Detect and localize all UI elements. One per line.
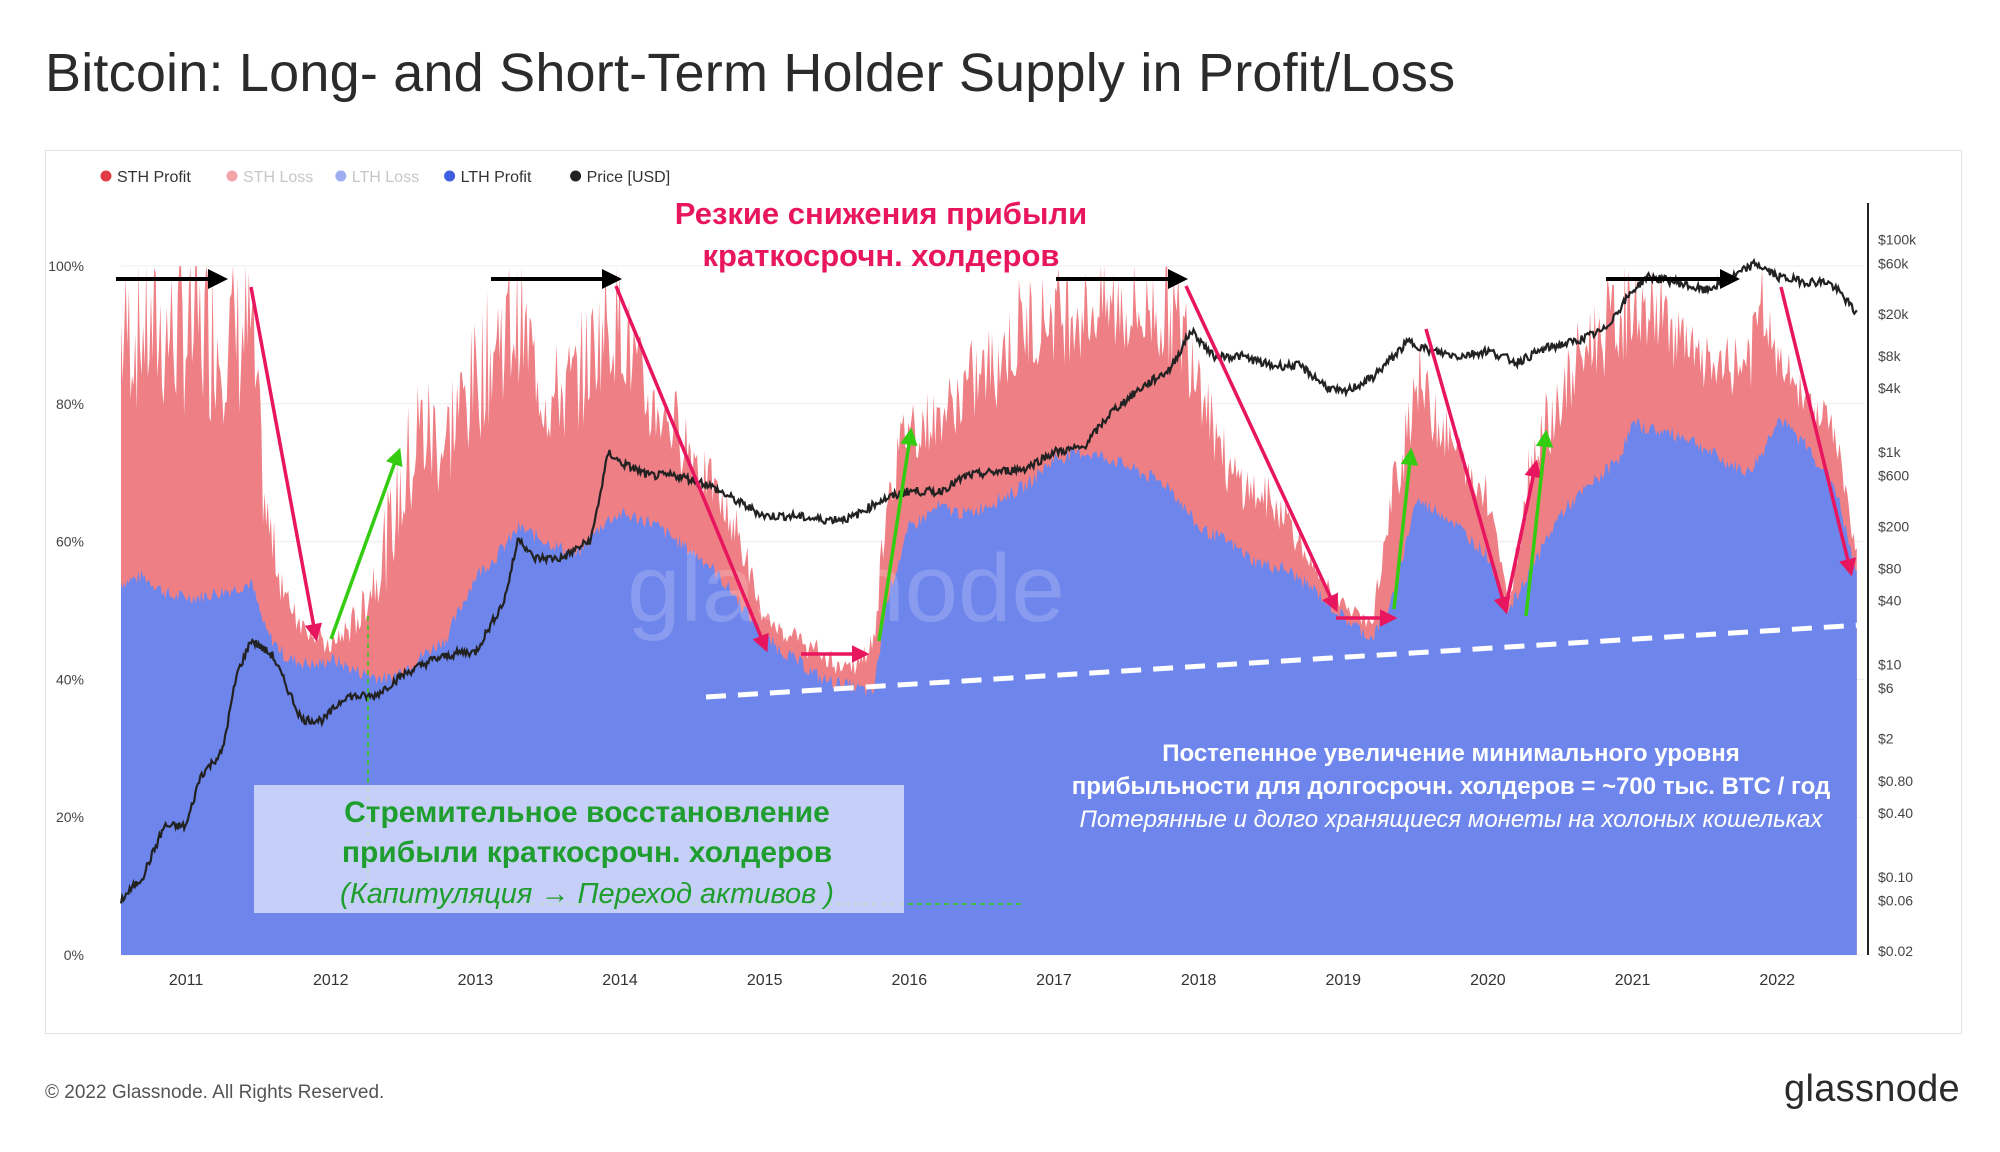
- arrow-green-rise: [1392, 447, 1419, 610]
- arrow-green-rise: [329, 447, 403, 640]
- arrow-green-rise: [877, 427, 918, 642]
- arrow-red-drop: [1184, 285, 1339, 613]
- footer-logo[interactable]: glassnode: [1784, 1068, 1960, 1110]
- y2-tick-label: $40: [1878, 592, 1902, 608]
- y2-tick-label: $0.02: [1878, 943, 1913, 959]
- arrow-red-drop: [249, 286, 323, 642]
- legend-dot: [100, 170, 112, 182]
- y2-tick-label: $0.80: [1878, 773, 1913, 789]
- y2-tick-label: $6: [1878, 680, 1894, 696]
- legend: STH Profit STH Loss LTH Loss LTH Profit Pric…: [100, 169, 671, 186]
- legend-item: STH Profit: [117, 169, 191, 186]
- y2-tick-label: $1k: [1878, 444, 1902, 460]
- legend-item: Price [USD]: [587, 169, 671, 186]
- x-axis-ticks: 2011 2012 2013 2014 2015 2016 2017 2018 2019 2020…: [169, 972, 1795, 989]
- y2-tick-label: $2: [1878, 731, 1894, 747]
- chart-frame: glassnode 0% 20% 40% 60% 80% 100% $0.02 $0.06 $0.…: [45, 150, 1962, 1034]
- annotation-heading-line: краткосрочн. холдеров: [703, 238, 1060, 273]
- annotation-right-line: прибыльности для долгосрочн. холдеров = …: [1072, 773, 1830, 800]
- annotation-right-line: Постепенное увеличение минимального уров…: [1162, 740, 1740, 767]
- x-tick-label: 2019: [1325, 972, 1361, 989]
- price-line: [119, 257, 1858, 904]
- y-axis-ticks: 0% 20% 40% 60% 80% 100%: [48, 258, 84, 963]
- x-tick-label: 2014: [602, 972, 638, 989]
- y2-tick-label: $100k: [1878, 232, 1917, 248]
- legend-item: LTH Loss: [352, 169, 419, 186]
- y2-tick-label: $80: [1878, 561, 1902, 577]
- y2-tick-label: $4k: [1878, 380, 1902, 396]
- legend-item: LTH Profit: [461, 169, 532, 186]
- x-tick-label: 2016: [892, 972, 928, 989]
- annotation-box-line: Стремительное восстановление: [344, 796, 830, 829]
- y2-axis-ticks: $0.02 $0.06 $0.10 $0.40 $0.80 $2 $6 $10 $40 $80 $2…: [1878, 232, 1917, 959]
- arrow-red-drop: [1424, 328, 1511, 615]
- y-tick-label: 20%: [56, 809, 84, 825]
- annotation-box-line: прибыли краткосрочн. холдеров: [342, 836, 832, 869]
- x-tick-label: 2011: [169, 972, 204, 989]
- legend-dot: [226, 170, 238, 182]
- y2-tick-label: $0.06: [1878, 892, 1913, 908]
- y-tick-label: 40%: [56, 671, 84, 687]
- x-tick-label: 2018: [1181, 972, 1217, 989]
- y2-tick-label: $0.10: [1878, 869, 1913, 885]
- annotation-box-line: (Капитуляция → Переход активов ): [340, 878, 834, 910]
- x-tick-label: 2022: [1759, 972, 1795, 989]
- y2-tick-label: $20k: [1878, 306, 1909, 322]
- annotation-right-line: Потерянные и долго хранящиеся монеты на …: [1080, 806, 1824, 833]
- chart-svg: glassnode0%20%40%60%80%100%$0.02$0.06$0.…: [48, 169, 1917, 989]
- annotation-box: [254, 785, 904, 913]
- arrow-red-drop: [614, 285, 769, 653]
- lth-floor-dashed-line: [705, 622, 1862, 700]
- legend-dot: [335, 170, 347, 182]
- y-tick-label: 100%: [48, 258, 84, 274]
- legend-item: STH Loss: [243, 169, 313, 186]
- x-tick-label: 2013: [458, 972, 494, 989]
- arrow-green-rise: [1524, 429, 1554, 617]
- annotations: Резкие снижения прибыли краткосрочн. холд…: [116, 196, 1862, 913]
- y-tick-label: 80%: [56, 396, 84, 412]
- page-title: Bitcoin: Long- and Short-Term Holder Sup…: [45, 43, 1456, 103]
- y2-tick-label: $0.40: [1878, 805, 1913, 821]
- y2-tick-label: $200: [1878, 518, 1909, 534]
- x-tick-label: 2015: [747, 972, 783, 989]
- footer-copyright: © 2022 Glassnode. All Rights Reserved.: [45, 1082, 385, 1103]
- legend-dot: [444, 170, 456, 182]
- legend-dot: [570, 170, 582, 182]
- x-tick-label: 2020: [1470, 972, 1506, 989]
- y-tick-label: 60%: [56, 534, 84, 550]
- x-tick-label: 2012: [313, 972, 349, 989]
- y2-tick-label: $8k: [1878, 348, 1902, 364]
- arrow-red-drop: [1779, 286, 1857, 577]
- y2-tick-label: $10: [1878, 656, 1902, 672]
- arrow-red-drop: [1504, 459, 1542, 607]
- x-tick-label: 2021: [1615, 972, 1651, 989]
- annotation-heading-line: Резкие снижения прибыли: [675, 196, 1087, 231]
- x-tick-label: 2017: [1036, 972, 1072, 989]
- y2-tick-label: $60k: [1878, 255, 1909, 271]
- y2-tick-label: $600: [1878, 468, 1909, 484]
- watermark-text: glassnode: [627, 535, 1065, 642]
- y-tick-label: 0%: [64, 947, 84, 963]
